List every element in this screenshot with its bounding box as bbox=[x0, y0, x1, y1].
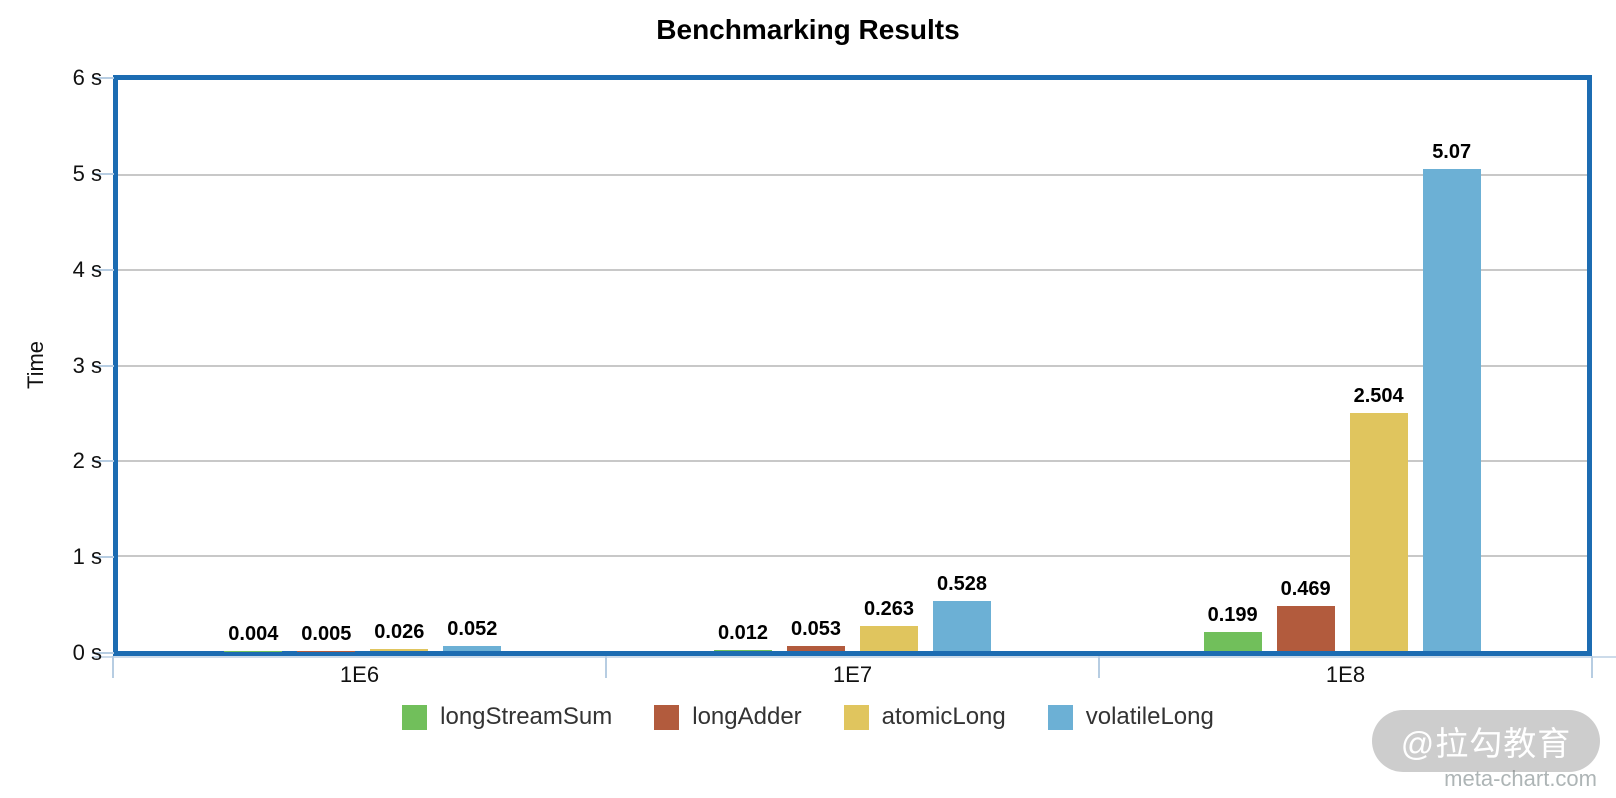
x-axis-tick bbox=[605, 656, 607, 678]
x-axis-tick bbox=[1098, 656, 1100, 678]
bar-value-label: 0.528 bbox=[936, 572, 988, 595]
legend-label: atomicLong bbox=[881, 703, 1006, 730]
legend: longStreamSum longAdder atomicLong volatile… bbox=[0, 703, 1616, 731]
y-axis-tick bbox=[92, 652, 114, 654]
y-axis-tick-label: 2 s bbox=[72, 448, 102, 474]
x-axis-tick bbox=[112, 656, 114, 678]
x-axis-category-label: 1E7 bbox=[832, 662, 873, 687]
y-axis-tick-label: 4 s bbox=[72, 256, 102, 282]
bar-volatileLong-1E7 bbox=[933, 600, 991, 651]
y-axis-tick bbox=[92, 364, 114, 367]
legend-swatch-longAdder bbox=[654, 704, 680, 730]
y-axis-tick bbox=[92, 556, 114, 559]
y-axis-tick-label: 5 s bbox=[72, 161, 102, 186]
grid-line bbox=[118, 174, 1587, 177]
legend-item-volatileLong: volatileLong bbox=[1047, 703, 1214, 731]
bar-longStreamSum-1E7 bbox=[714, 649, 772, 651]
y-axis-tick bbox=[92, 173, 114, 175]
plot-inner: 0.004 0.005 0.026 0.052 0.012 0.053 0.263 0.528… bbox=[118, 80, 1587, 651]
y-axis-tick bbox=[92, 268, 114, 271]
bar-value-label: 2.504 bbox=[1353, 384, 1404, 407]
y-axis-tick-label: 6 s bbox=[72, 65, 102, 91]
x-axis-category-label: 1E8 bbox=[1325, 662, 1366, 687]
bar-value-label: 0.004 bbox=[228, 622, 279, 645]
grid-line bbox=[118, 269, 1587, 272]
y-axis-tick-label: 0 s bbox=[72, 640, 102, 665]
bar-longAdder-1E8 bbox=[1276, 606, 1335, 651]
y-axis-tick bbox=[92, 460, 114, 463]
y-axis-tick-label: 1 s bbox=[72, 544, 102, 570]
bar-longStreamSum-1E8 bbox=[1203, 632, 1262, 651]
bar-value-label: 0.263 bbox=[863, 597, 915, 620]
bar-value-label: 0.005 bbox=[301, 622, 352, 645]
bar-longAdder-1E7 bbox=[787, 645, 845, 651]
legend-swatch-atomicLong bbox=[843, 704, 869, 730]
legend-item-longStreamSum: longStreamSum bbox=[402, 703, 612, 731]
chart-title: Benchmarking Results bbox=[656, 14, 960, 45]
bar-value-label: 0.199 bbox=[1207, 604, 1258, 627]
grid-line bbox=[118, 459, 1587, 462]
watermark-badge-text: @拉勾教育 bbox=[1400, 725, 1572, 762]
grid-line bbox=[118, 364, 1587, 367]
legend-item-atomicLong: atomicLong bbox=[843, 703, 1006, 731]
grid-line bbox=[118, 554, 1587, 557]
y-axis-tick-label: 3 s bbox=[72, 352, 102, 378]
bar-value-label: 0.012 bbox=[717, 621, 769, 644]
x-axis-tick bbox=[1591, 656, 1593, 678]
bar-atomicLong-1E7 bbox=[860, 625, 918, 651]
legend-label: longAdder bbox=[692, 703, 802, 730]
x-axis-category-label: 1E6 bbox=[339, 662, 380, 687]
bar-atomicLong-1E8 bbox=[1349, 412, 1408, 651]
watermark-badge: @拉勾教育 bbox=[1372, 710, 1600, 772]
bar-value-label: 0.469 bbox=[1280, 578, 1331, 601]
legend-label: longStreamSum bbox=[440, 703, 613, 730]
watermark-site-link: meta-chart.com bbox=[1444, 766, 1597, 791]
bar-value-label: 5.07 bbox=[1432, 140, 1472, 163]
legend-swatch-longStreamSum bbox=[402, 704, 428, 730]
plot-area: 0.004 0.005 0.026 0.052 0.012 0.053 0.263 0.528… bbox=[113, 75, 1592, 656]
bar-value-label: 0.052 bbox=[447, 618, 498, 641]
legend-label: volatileLong bbox=[1085, 703, 1214, 730]
bar-volatileLong-1E6 bbox=[443, 646, 502, 651]
bar-value-label: 0.053 bbox=[790, 617, 842, 640]
legend-swatch-volatileLong bbox=[1047, 704, 1073, 730]
legend-item-longAdder: longAdder bbox=[654, 703, 802, 731]
bar-atomicLong-1E6 bbox=[370, 648, 429, 651]
x-axis-baseline bbox=[92, 656, 1616, 658]
y-axis-tick bbox=[92, 77, 114, 80]
bar-value-label: 0.026 bbox=[374, 620, 425, 643]
bar-volatileLong-1E8 bbox=[1422, 168, 1481, 651]
